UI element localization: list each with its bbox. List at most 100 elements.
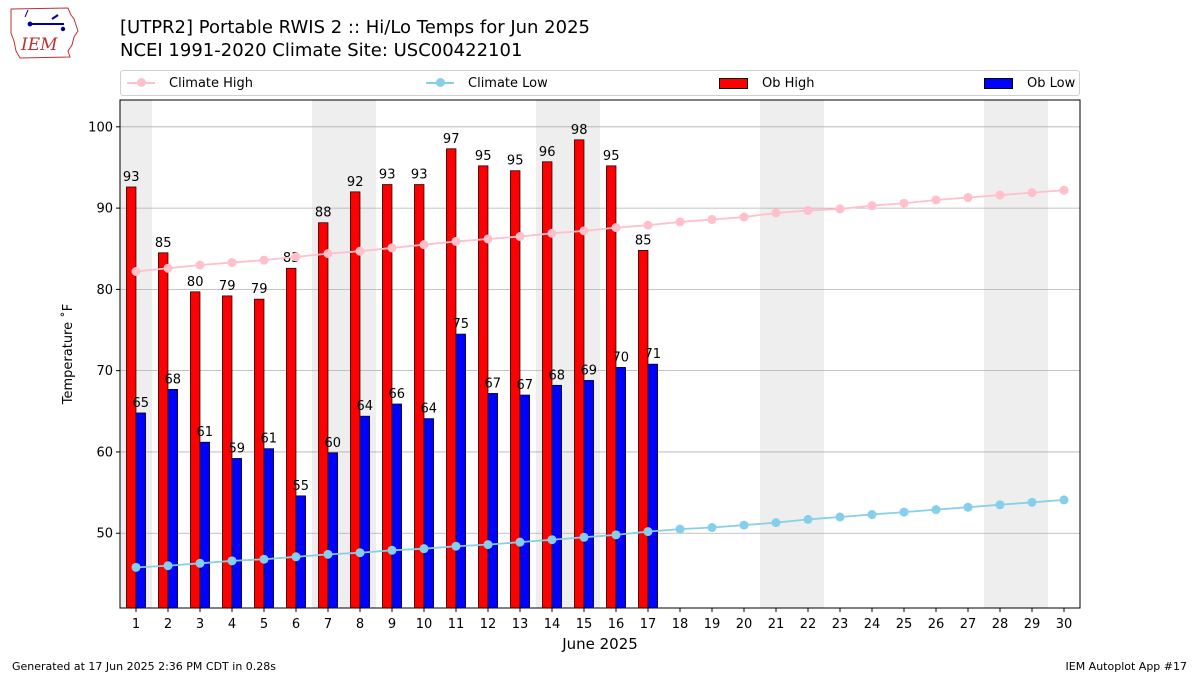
climate-high-point-day-19 <box>707 214 717 224</box>
climate-low-point-day-22 <box>803 514 813 524</box>
ob-low-label-day-1: 65 <box>133 396 150 411</box>
ob-low-bar-day-4 <box>231 458 242 609</box>
climate-low-point-day-18 <box>675 524 685 534</box>
ob-low-label-day-2: 68 <box>165 372 182 387</box>
ob-low-bar-day-11 <box>455 333 466 609</box>
climate-low-point-day-30 <box>1059 495 1069 505</box>
x-tick-label-29: 29 <box>1024 617 1041 632</box>
ob-high-bar-day-16 <box>606 165 617 609</box>
x-tick-label-4: 4 <box>228 617 236 632</box>
x-tick-label-11: 11 <box>448 617 465 632</box>
climate-high-point-day-8 <box>355 246 365 256</box>
climate-high-point-day-28 <box>995 190 1005 200</box>
climate-low-point-day-16 <box>611 530 621 540</box>
ob-low-label-day-6: 55 <box>293 479 310 494</box>
climate-low-point-day-5 <box>259 554 269 564</box>
ob-low-bar-day-16 <box>615 367 626 609</box>
x-tick-label-21: 21 <box>768 617 785 632</box>
y-axis-label: Temperature ˚F <box>60 304 76 405</box>
climate-high-point-day-25 <box>899 198 909 208</box>
y-tick-label-100: 100 <box>88 120 113 135</box>
x-tick-label-15: 15 <box>576 617 593 632</box>
ob-high-label-day-4: 79 <box>219 279 236 294</box>
climate-high-point-day-18 <box>675 217 685 227</box>
ob-low-bar-day-12 <box>487 393 498 609</box>
climate-low-point-day-10 <box>419 544 429 554</box>
ob-high-label-day-3: 80 <box>187 275 204 290</box>
y-tick-label-50: 50 <box>96 527 113 542</box>
legend-climate-low-label: Climate Low <box>468 75 548 91</box>
climate-low-point-day-14 <box>547 535 557 545</box>
ob-low-label-day-5: 61 <box>261 432 278 447</box>
climate-high-point-day-21 <box>771 208 781 218</box>
y-tick-label-60: 60 <box>96 445 113 460</box>
ob-high-label-day-13: 95 <box>507 154 524 169</box>
legend-ob-low-swatch <box>984 77 1013 89</box>
legend: Climate High Climate Low Ob High Ob Low <box>120 70 1080 96</box>
x-tick-label-6: 6 <box>292 617 300 632</box>
y-tick-label-80: 80 <box>96 283 113 298</box>
climate-high-point-day-22 <box>803 206 813 216</box>
x-tick-label-28: 28 <box>992 617 1009 632</box>
x-tick-label-25: 25 <box>896 617 913 632</box>
ob-low-label-day-10: 64 <box>421 402 438 417</box>
climate-high-point-day-16 <box>611 223 621 233</box>
climate-high-point-day-24 <box>867 201 877 211</box>
weekend-shade-day-29 <box>1016 100 1048 608</box>
climate-low-point-day-23 <box>835 512 845 522</box>
climate-low-point-day-13 <box>515 537 525 547</box>
climate-low-line <box>135 499 1065 569</box>
ob-low-bar-day-6 <box>295 495 306 609</box>
x-tick-label-16: 16 <box>608 617 625 632</box>
climate-low-point-day-26 <box>931 505 941 515</box>
x-tick-label-7: 7 <box>324 617 332 632</box>
ob-low-bar-day-7 <box>327 452 338 609</box>
climate-low-point-day-21 <box>771 518 781 528</box>
climate-high-point-day-27 <box>963 193 973 203</box>
climate-low-point-day-19 <box>707 523 717 533</box>
climate-low-point-day-7 <box>323 549 333 559</box>
climate-low-point-day-28 <box>995 500 1005 510</box>
x-tick-label-30: 30 <box>1056 617 1073 632</box>
ob-low-bar-day-14 <box>551 384 562 609</box>
ob-high-label-day-5: 79 <box>251 282 268 297</box>
ob-high-label-day-1: 93 <box>123 170 140 185</box>
climate-high-point-day-6 <box>291 252 301 262</box>
ob-high-label-day-14: 96 <box>539 145 556 160</box>
x-tick-label-26: 26 <box>928 617 945 632</box>
ob-high-label-day-16: 95 <box>603 149 620 164</box>
weekend-shade-day-22 <box>792 100 824 608</box>
chart-title: [UTPR2] Portable RWIS 2 :: Hi/Lo Temps f… <box>120 17 590 38</box>
ob-high-label-day-17: 85 <box>635 233 652 248</box>
ob-low-bar-day-3 <box>199 441 210 609</box>
climate-high-point-day-5 <box>259 255 269 265</box>
ob-high-label-day-11: 97 <box>443 132 460 147</box>
climate-low-point-day-17 <box>643 527 653 537</box>
climate-high-point-day-1 <box>131 267 141 277</box>
climate-low-point-day-15 <box>579 532 589 542</box>
climate-high-point-day-9 <box>387 243 397 253</box>
climate-high-point-day-20 <box>739 212 749 222</box>
ob-low-label-day-14: 68 <box>549 368 566 383</box>
climate-low-point-day-1 <box>131 562 141 572</box>
climate-low-point-day-24 <box>867 510 877 520</box>
x-tick-label-9: 9 <box>388 617 396 632</box>
ob-low-bar-day-17 <box>647 363 658 609</box>
climate-high-point-day-23 <box>835 204 845 214</box>
climate-high-point-day-10 <box>419 240 429 250</box>
x-tick-label-24: 24 <box>864 617 881 632</box>
ob-high-bar-day-2 <box>158 252 169 609</box>
ob-high-label-day-10: 93 <box>411 168 428 183</box>
climate-high-point-day-14 <box>547 228 557 238</box>
climate-high-line <box>135 189 1065 273</box>
ob-low-label-day-9: 66 <box>389 387 406 402</box>
x-tick-label-13: 13 <box>512 617 529 632</box>
legend-climate-high-swatch <box>127 78 155 87</box>
climate-high-point-day-7 <box>323 249 333 259</box>
climate-low-point-day-9 <box>387 545 397 555</box>
ob-low-label-day-17: 71 <box>645 347 662 362</box>
climate-low-point-day-20 <box>739 520 749 530</box>
x-tick-label-27: 27 <box>960 617 977 632</box>
climate-high-point-day-11 <box>451 236 461 246</box>
